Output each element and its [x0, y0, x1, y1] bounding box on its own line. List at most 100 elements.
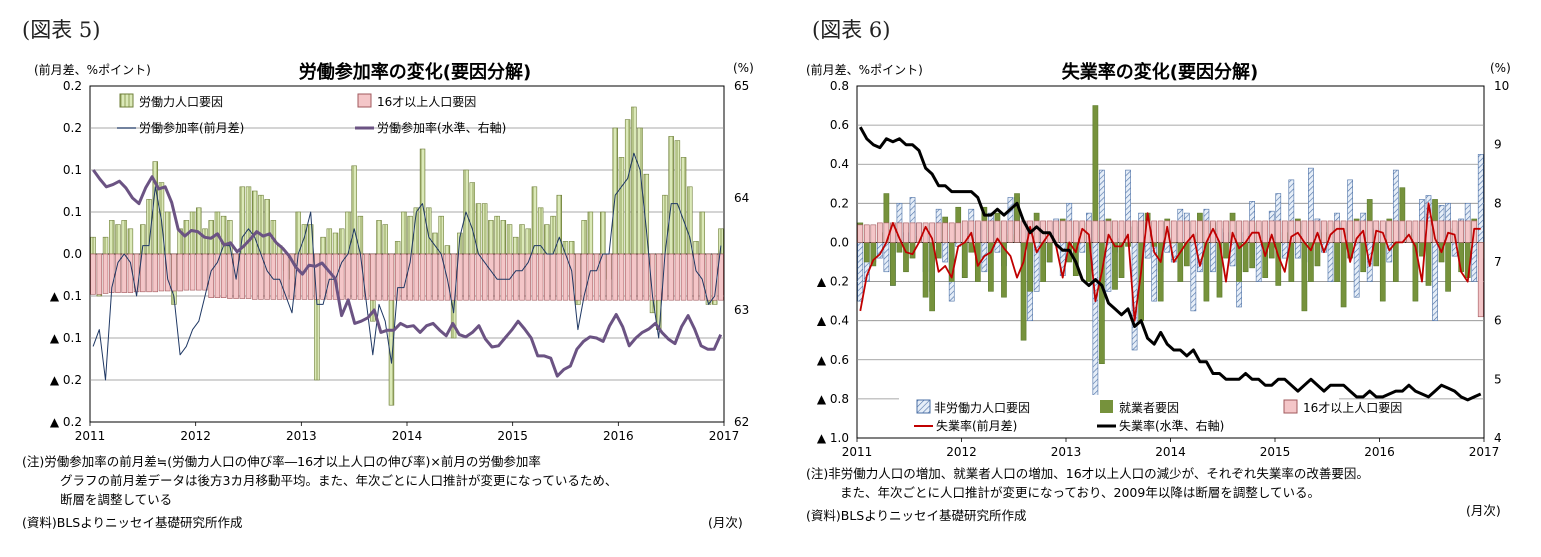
- left-y-ticks: 0.2 0.2 0.1 0.1 0.0 ▲ 0.1 ▲ 0.1 ▲ 0.2 ▲ 0.2: [50, 79, 82, 429]
- y-tick-label: 0.2: [63, 121, 82, 135]
- bar-not-in-labor-force: [1353, 242, 1360, 298]
- left-fig-label: (図表 5): [22, 18, 100, 42]
- bar-population-r: [1366, 220, 1373, 243]
- bar-population: [544, 253, 550, 301]
- bar-not-in-labor-force: [1255, 242, 1262, 282]
- legend-swatch-employed: [1100, 400, 1113, 413]
- bar-labor-force: [227, 220, 233, 255]
- bar-labor-force: [320, 236, 326, 255]
- left-figure: (図表 5) (前月差、%ポイント) 労働参加率の変化(要因分解) (%) 0.…: [22, 18, 754, 530]
- right-legend-bg: [899, 395, 1339, 435]
- bar-population: [593, 253, 600, 301]
- bar-labor-force: [718, 228, 724, 255]
- bar-not-in-labor-force: [1210, 242, 1216, 273]
- bar-population-r: [1458, 220, 1464, 243]
- bar-population: [600, 253, 606, 301]
- right-tick-label: 5: [1494, 372, 1502, 386]
- right-tick-label: 65: [734, 79, 749, 93]
- legend-label-labor-force: 労働力人口要因: [139, 95, 223, 109]
- bar-population: [631, 253, 637, 301]
- bar-population: [407, 253, 413, 301]
- bar-population-r: [948, 222, 955, 243]
- bar-employed: [1392, 242, 1399, 282]
- bar-not-in-labor-force: [1190, 242, 1197, 312]
- bar-population-r: [870, 224, 877, 243]
- bar-population: [140, 253, 146, 293]
- right-figure: (図表 6) (前月差、%ポイント) 失業率の変化(要因分解) (%) 0.80…: [806, 18, 1511, 523]
- left-note-1: (注)労働参加率の前月差≒(労働力人口の伸び率―16才以上人口の伸び率)×前月の…: [22, 454, 541, 469]
- bar-labor-force: [525, 228, 531, 255]
- bar-population: [457, 253, 463, 301]
- bar-population-r: [1066, 220, 1073, 243]
- bar-population: [276, 253, 283, 300]
- y-tick-label: 0.2: [830, 196, 849, 210]
- bar-population-r: [1229, 220, 1236, 243]
- bar-population: [307, 253, 314, 300]
- bar-labor-force: [264, 199, 270, 255]
- line-unemployment-level: [858, 126, 1482, 402]
- bar-population: [158, 253, 165, 292]
- legend-label-population: 16才以上人口要因: [377, 95, 476, 109]
- bar-population-r: [1170, 220, 1177, 243]
- bar-population: [481, 253, 488, 301]
- x-tick-label: 2011: [842, 445, 873, 459]
- bar-labor-force: [438, 215, 444, 255]
- legend-label-unemp-level: 失業率(水準、右軸): [1119, 418, 1224, 433]
- bar-labor-force: [680, 157, 687, 255]
- x-tick-label: 2014: [392, 429, 423, 443]
- bar-population: [376, 253, 382, 301]
- bar-population: [90, 253, 96, 295]
- bar-labor-force: [376, 220, 382, 255]
- bar-population: [506, 253, 513, 301]
- bar-labor-force: [631, 106, 637, 255]
- y-tick-label: ▲ 0.8: [817, 392, 849, 406]
- bar-population: [624, 253, 631, 301]
- bar-population: [612, 253, 618, 301]
- right-source: (資料)BLSよりニッセイ基礎研究所作成: [806, 508, 1026, 523]
- right-tick-label: 9: [1494, 138, 1502, 152]
- bar-population: [419, 253, 426, 301]
- bar-population: [196, 253, 202, 291]
- bar-labor-force: [121, 220, 127, 255]
- bar-population: [674, 253, 681, 301]
- legend-label-population-r: 16才以上人口要因: [1303, 401, 1402, 415]
- y-tick-label: 0.4: [830, 157, 849, 171]
- left-lines: [92, 152, 723, 381]
- bar-population-r: [1438, 220, 1445, 243]
- bar-population-r: [1138, 220, 1144, 243]
- bar-population-r: [1268, 220, 1275, 243]
- bar-labor-force: [189, 211, 196, 255]
- x-tick-label: 2017: [709, 429, 740, 443]
- bar-population-r: [1014, 220, 1020, 243]
- bar-labor-force: [115, 224, 121, 255]
- bar-population: [575, 253, 581, 301]
- bar-population-r: [1314, 220, 1321, 243]
- bar-population: [568, 253, 575, 301]
- bar-population: [413, 253, 420, 301]
- bar-population: [171, 253, 177, 292]
- right-left-unit: (前月差、%ポイント): [806, 62, 923, 77]
- bar-labor-force: [587, 211, 594, 255]
- bar-labor-force: [140, 224, 146, 255]
- bar-labor-force: [693, 241, 699, 255]
- bar-population: [339, 253, 345, 300]
- y-tick-label: ▲ 0.6: [817, 353, 849, 367]
- bar-population: [388, 253, 395, 301]
- bar-labor-force: [401, 211, 407, 255]
- bar-labor-force: [531, 186, 538, 255]
- bar-population-r: [1112, 220, 1118, 243]
- y-tick-label: 0.0: [63, 247, 82, 261]
- bar-employed: [1340, 242, 1347, 308]
- bar-labor-force: [295, 211, 301, 255]
- bar-labor-force: [674, 140, 681, 255]
- bar-labor-force: [544, 224, 550, 255]
- bar-labor-force: [612, 127, 618, 255]
- bar-population: [320, 253, 326, 300]
- y-tick-label: ▲ 0.2: [817, 275, 849, 289]
- bar-labor-force: [332, 232, 339, 255]
- bar-not-in-labor-force: [1079, 242, 1086, 253]
- left-left-unit: (前月差、%ポイント): [34, 62, 151, 77]
- y-tick-label: ▲ 1.0: [817, 431, 849, 445]
- bar-population: [357, 253, 364, 300]
- bar-population-r: [1255, 220, 1262, 243]
